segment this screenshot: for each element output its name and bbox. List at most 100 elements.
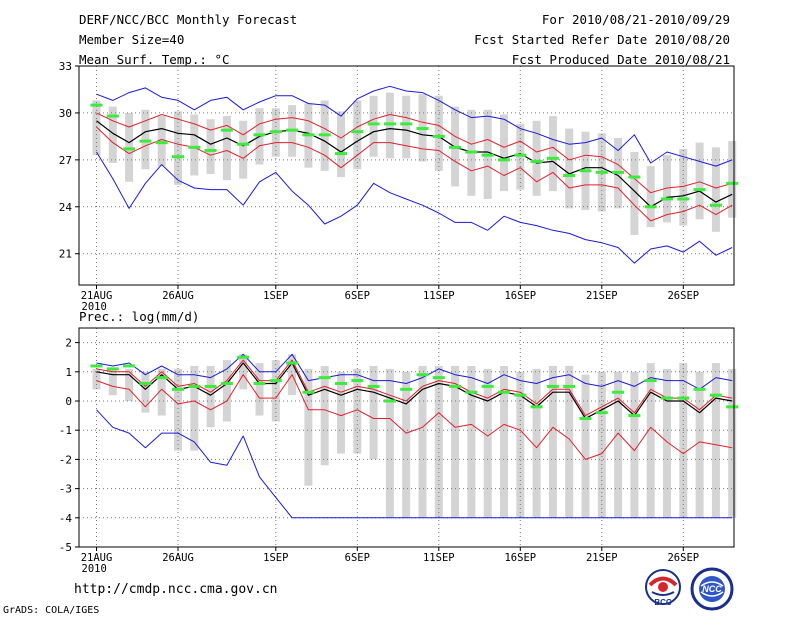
spread-box — [646, 166, 655, 228]
observed-marker — [416, 127, 429, 131]
x-tick-label: 26SEP — [667, 290, 699, 302]
x-tick-label: 11SEP — [423, 552, 455, 564]
observed-marker — [563, 174, 576, 177]
y-tick-label: 30 — [59, 107, 72, 120]
observed-marker — [237, 355, 250, 359]
x-tick-label: 11SEP — [423, 290, 455, 302]
x-tick-label: 26SEP — [667, 552, 699, 564]
observed-marker — [465, 150, 478, 154]
observed-marker — [416, 373, 429, 377]
spread-box — [190, 114, 199, 176]
observed-marker — [220, 381, 233, 385]
spread-box — [385, 368, 394, 518]
observed-marker — [726, 181, 739, 185]
spread-box — [483, 368, 492, 518]
header-period: For 2010/08/21-2010/09/29 — [541, 12, 730, 27]
y-tick-label: 0 — [65, 395, 72, 408]
lower-outer-line — [96, 409, 733, 519]
observed-marker — [693, 188, 706, 192]
observed-marker — [432, 376, 445, 380]
observed-marker — [253, 381, 266, 385]
grads-credit: GrADS: COLA/IGES — [3, 605, 100, 616]
observed-marker — [628, 175, 641, 179]
observed-marker — [188, 145, 201, 149]
observed-marker — [123, 364, 136, 368]
x-year-label: 2010 — [82, 563, 107, 575]
observed-marker — [106, 367, 119, 371]
observed-marker — [579, 169, 592, 173]
header-left: DERF/NCC/BCC Monthly Forecast Member Siz… — [79, 10, 297, 70]
spread-box — [565, 365, 574, 518]
observed-marker — [286, 128, 299, 132]
footer-url[interactable]: http://cmdp.ncc.cma.gov.cn — [74, 582, 278, 597]
spread-box — [532, 120, 541, 196]
observed-marker — [400, 387, 413, 391]
spread-box — [304, 368, 313, 486]
spread-box — [434, 95, 443, 171]
y-tick-label: -4 — [59, 512, 73, 525]
plot-frame — [78, 65, 735, 286]
x-tick-label: 16SEP — [504, 290, 536, 302]
observed-marker — [335, 152, 347, 156]
x-tick-label: 21AUG — [81, 290, 113, 302]
spread-box — [467, 365, 476, 518]
observed-marker — [139, 381, 152, 385]
observed-marker — [383, 122, 396, 126]
chart-panel-temperature: 21 24 27 30 33 21AUG 26AUG 1SEP 6SEP 11SEP 16SEP 21… — [59, 60, 739, 313]
spread-box — [728, 368, 737, 518]
header-variable: Mean Surf. Temp.: °C — [79, 52, 230, 67]
spread-box — [222, 116, 231, 181]
spread-box — [92, 368, 101, 390]
x-tick-label: 26AUG — [162, 290, 194, 302]
observed-marker — [90, 103, 103, 107]
spread-box — [711, 363, 720, 518]
y-tick-label: 2 — [65, 337, 72, 350]
y-tick-label: 27 — [59, 154, 72, 167]
observed-marker — [612, 170, 625, 174]
spread-box — [206, 119, 215, 174]
spread-box — [695, 371, 704, 518]
spread-box — [532, 368, 541, 518]
spread-box — [222, 360, 231, 422]
observed-marker — [661, 197, 673, 201]
y-tick-label: -2 — [59, 453, 72, 466]
header-produced-date: Fcst Produced Date 2010/08/21 — [511, 52, 730, 67]
observed-marker — [612, 390, 625, 394]
observed-marker — [286, 361, 299, 365]
observed-marker — [139, 139, 152, 143]
observed-marker — [318, 376, 331, 380]
header-start-date: Fcst Started Refer Date 2010/08/20 — [474, 32, 730, 47]
spread-box — [157, 368, 166, 416]
observed-marker — [432, 134, 445, 138]
observed-marker — [253, 133, 266, 137]
observed-marker — [726, 405, 739, 409]
observed-marker — [693, 387, 706, 391]
spread-box — [663, 368, 671, 518]
observed-marker — [498, 158, 510, 162]
observed-marker — [269, 130, 282, 134]
observed-marker — [546, 384, 559, 388]
x-tick-label: 6SEP — [345, 552, 370, 564]
observed-marker — [709, 203, 722, 207]
bcc-logo-text: BCC — [654, 598, 672, 607]
header-right: For 2010/08/21-2010/09/29 Fcst Started R… — [474, 10, 730, 70]
spread-box — [728, 141, 737, 218]
spread-box — [630, 371, 639, 518]
x-tick-label: 6SEP — [345, 290, 370, 302]
spread-box — [125, 112, 134, 182]
spread-box — [108, 106, 117, 163]
x-year-label: 2010 — [82, 301, 107, 313]
observed-marker — [269, 379, 282, 383]
spread-box — [548, 365, 557, 518]
y-tick-label: -1 — [59, 424, 72, 437]
observed-marker — [481, 153, 494, 157]
x-tick-label: 21SEP — [586, 552, 618, 564]
observed-marker — [628, 414, 641, 418]
observed-marker — [677, 197, 690, 201]
header-member-size: Member Size=40 — [79, 32, 185, 47]
spread-box — [500, 365, 508, 518]
spread-box — [206, 365, 215, 428]
observed-marker — [204, 148, 217, 152]
spread-box — [434, 365, 443, 518]
spread-box — [92, 100, 101, 156]
